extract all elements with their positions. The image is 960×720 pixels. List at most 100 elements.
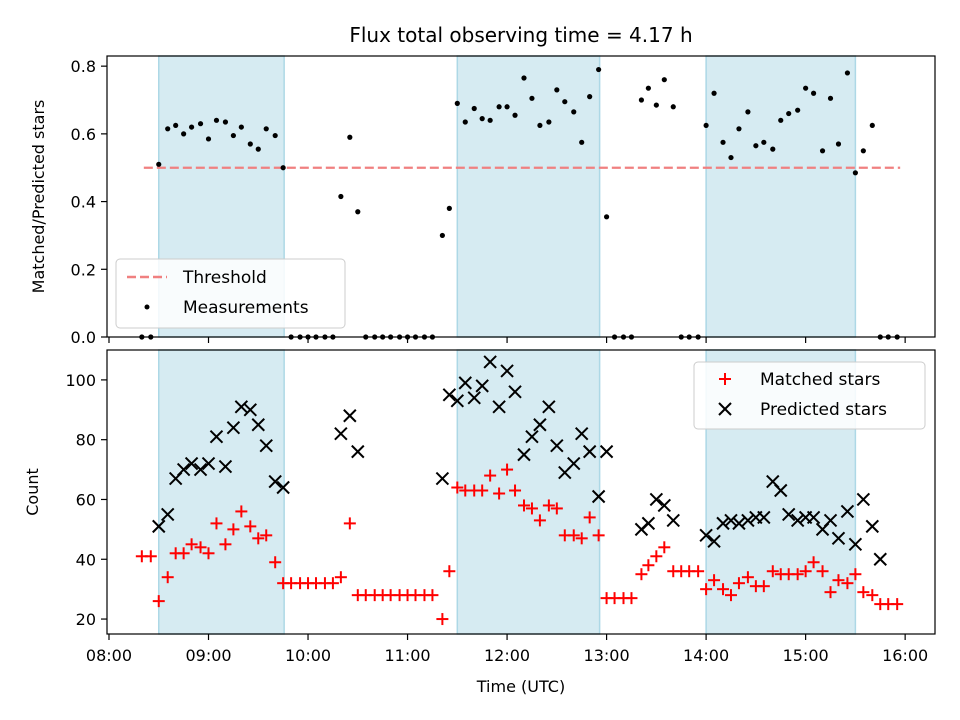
x-stroke-b xyxy=(201,456,216,471)
predicted-point xyxy=(774,483,788,498)
measurement-point xyxy=(512,112,518,118)
measurement-point xyxy=(603,214,610,220)
x-stroke-b xyxy=(873,552,887,566)
x-stroke-b xyxy=(831,531,846,546)
measurement-point xyxy=(778,117,784,123)
measurement-point xyxy=(255,146,261,152)
matched-point xyxy=(269,556,282,569)
measurement-point xyxy=(587,94,593,100)
x-stroke-b xyxy=(243,403,258,417)
x-stroke-b xyxy=(508,385,522,399)
measurement-point xyxy=(761,139,767,145)
measurement-point xyxy=(835,141,842,147)
x-stroke-b xyxy=(591,489,606,504)
predicted-point xyxy=(657,498,672,513)
matched-point xyxy=(501,463,514,476)
measurement-point xyxy=(736,126,742,132)
x-tick-label: 16:00 xyxy=(882,646,928,665)
matched-point xyxy=(866,589,879,602)
matched-point xyxy=(227,523,240,536)
bottom-legend-box xyxy=(693,361,926,430)
legend-predicted-label: Predicted stars xyxy=(760,400,887,420)
x-stroke-b xyxy=(458,376,472,390)
measurement-point xyxy=(263,126,269,132)
measurement-point xyxy=(338,193,344,200)
top-panel: 0.0 0.2 0.4 0.6 0.8 Flux total observing tim… xyxy=(29,23,936,347)
measurement-point xyxy=(562,99,568,105)
matched-point xyxy=(741,571,754,584)
x-stroke-b xyxy=(176,462,191,477)
predicted-point xyxy=(467,391,481,405)
x-stroke-b xyxy=(160,507,175,522)
matched-point xyxy=(724,589,737,602)
measurement-point xyxy=(537,122,543,129)
measurement-point xyxy=(479,116,485,122)
x-tick-label: 10:00 xyxy=(285,646,331,665)
matched-point xyxy=(476,484,489,497)
predicted-point xyxy=(533,418,547,432)
measurement-point xyxy=(703,122,709,129)
matched-point xyxy=(700,583,713,596)
predicted-point xyxy=(757,510,771,525)
predicted-point xyxy=(707,534,721,549)
matched-point xyxy=(799,565,812,578)
matched-point xyxy=(766,565,779,578)
x-tick-label: 15:00 xyxy=(783,646,829,665)
x-stroke-b xyxy=(483,355,497,369)
x-stroke-b xyxy=(641,516,656,531)
matched-point xyxy=(525,502,538,515)
matched-point xyxy=(326,577,339,590)
shaded-interval xyxy=(158,349,285,635)
x-stroke-b xyxy=(542,400,556,414)
measurement-point xyxy=(653,102,659,108)
predicted-point xyxy=(201,456,216,471)
matched-point xyxy=(451,481,464,494)
measurement-point xyxy=(852,170,858,176)
measurement-point xyxy=(462,119,468,125)
predicted-point xyxy=(550,438,564,453)
predicted-point xyxy=(873,552,887,566)
x-stroke-b xyxy=(492,400,506,414)
measurement-point xyxy=(238,124,244,130)
x-stroke-b xyxy=(724,513,738,528)
x-stroke-b xyxy=(781,507,796,522)
x-stroke-b xyxy=(865,519,880,534)
x-stroke-b xyxy=(234,400,249,414)
measurement-point xyxy=(230,132,236,139)
y-tick-label: 80 xyxy=(76,431,96,450)
measurement-point xyxy=(844,70,851,76)
predicted-point xyxy=(193,462,208,477)
predicted-point xyxy=(806,510,821,525)
matched-point xyxy=(161,571,174,584)
measurement-point xyxy=(827,95,834,101)
measurement-point xyxy=(645,85,651,91)
measurement-point xyxy=(188,124,195,130)
matched-point xyxy=(717,583,730,596)
measurement-point xyxy=(487,117,493,123)
x-stroke-b xyxy=(533,418,547,432)
x-stroke-b xyxy=(699,528,713,543)
measurement-point xyxy=(546,119,552,125)
predicted-point xyxy=(741,513,755,528)
x-stroke-b xyxy=(582,444,597,459)
matched-point xyxy=(252,532,265,545)
predicted-point xyxy=(483,355,497,369)
measurement-point xyxy=(496,104,502,110)
x-stroke-b xyxy=(599,444,614,459)
x-tick-label: 08:00 xyxy=(86,646,132,665)
matched-point xyxy=(533,514,546,527)
predicted-point xyxy=(831,531,846,546)
matched-point xyxy=(235,505,248,518)
x-stroke-b xyxy=(774,483,788,498)
y-tick-label: 100 xyxy=(65,371,96,390)
x-tick-label: 13:00 xyxy=(584,646,630,665)
predicted-point xyxy=(856,492,871,507)
measurement-point xyxy=(521,75,527,81)
predicted-point xyxy=(176,462,191,477)
measurement-point xyxy=(471,105,477,112)
predicted-point xyxy=(848,537,863,552)
measurement-point xyxy=(810,90,817,96)
measurement-point xyxy=(247,141,253,147)
measurement-point xyxy=(770,146,776,152)
